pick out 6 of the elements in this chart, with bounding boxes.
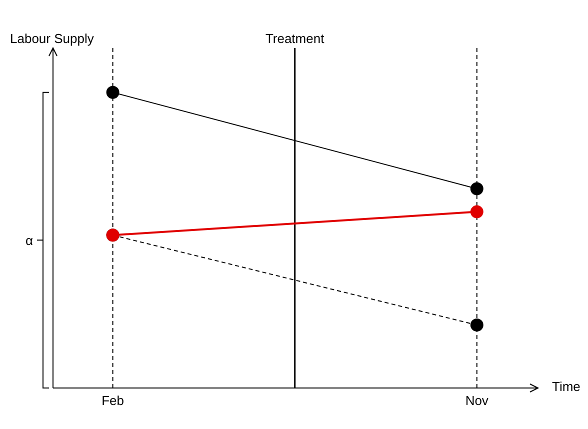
text: α bbox=[25, 233, 34, 248]
x-axis-title: Time bbox=[552, 379, 580, 394]
y-axis-title: Labour Supply bbox=[10, 31, 94, 46]
x-tick-label: Nov bbox=[465, 393, 489, 408]
x-tick-label: Feb bbox=[102, 393, 124, 408]
ref-line-label: Treatment bbox=[265, 31, 325, 46]
